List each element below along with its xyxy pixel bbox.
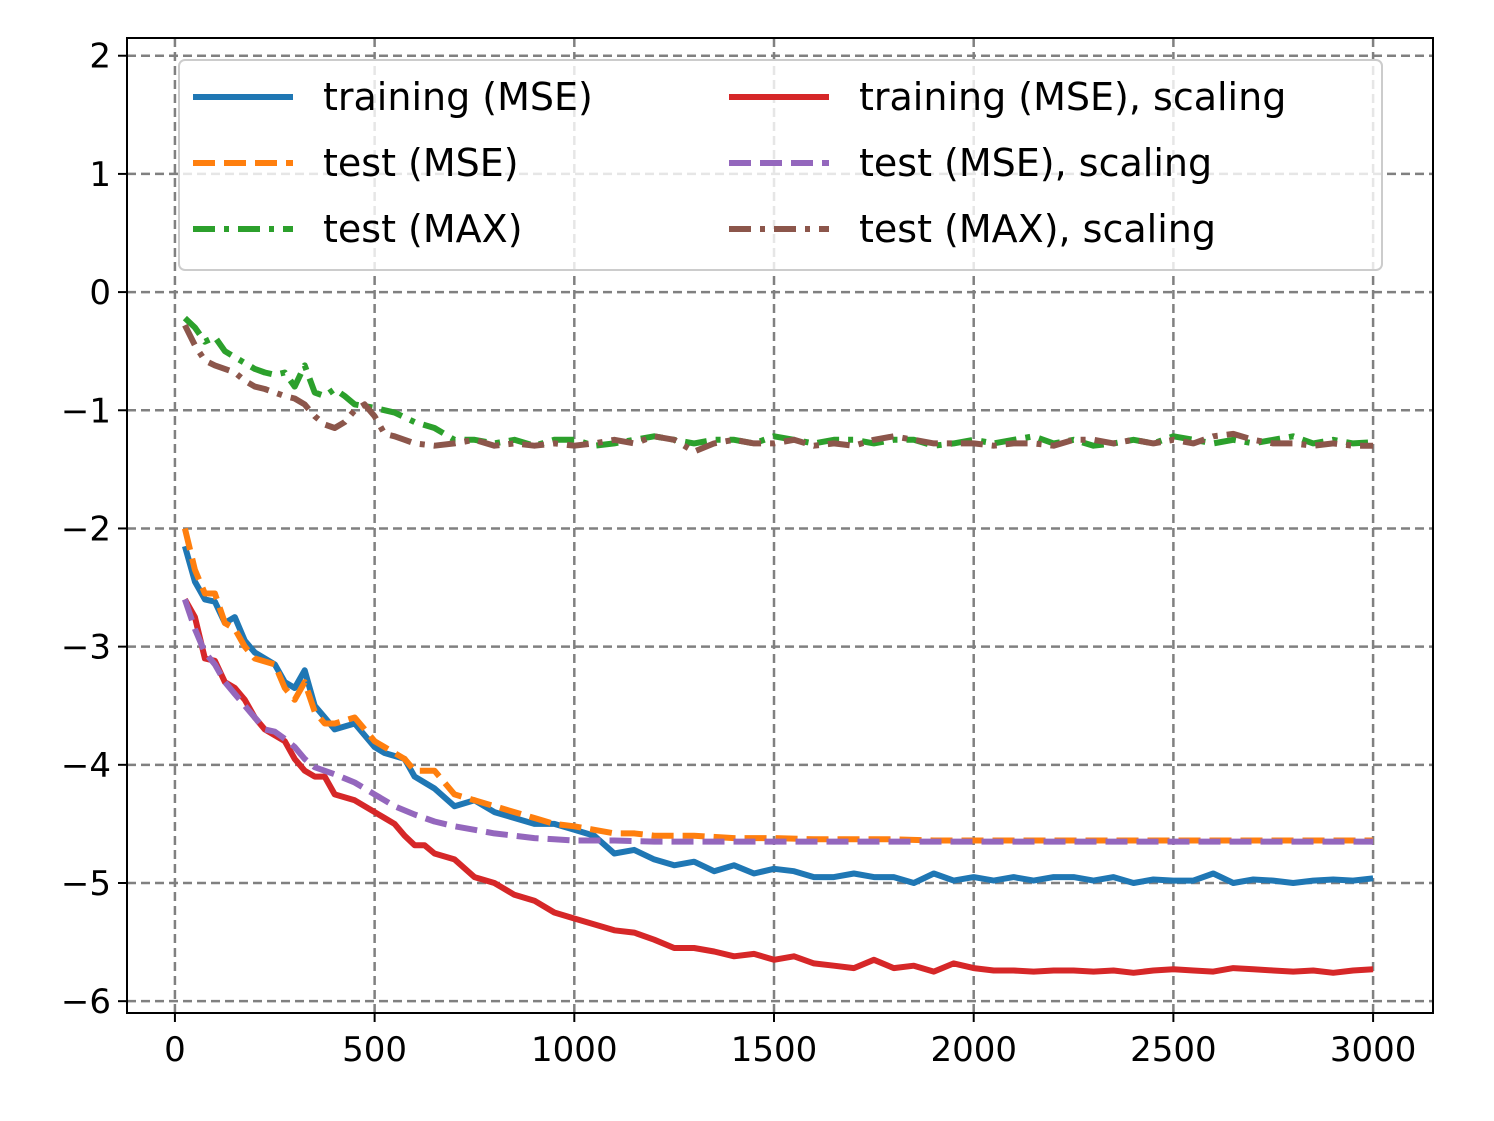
legend: training (MSE) test (MSE) test (MAX) traini… (178, 59, 1383, 271)
legend-label-6: test (MAX), scaling (859, 207, 1216, 251)
y-tick-label: −3 (61, 628, 111, 668)
series-line-1 (182, 545, 1374, 886)
series-lines (181, 315, 1374, 976)
y-tick-label: −6 (61, 982, 111, 1022)
plot-frame (126, 37, 1434, 1014)
y-tick-label: 2 (89, 37, 111, 77)
series-line-3 (182, 315, 1374, 449)
series-line-4 (182, 597, 1374, 976)
y-tick-label: 0 (89, 273, 111, 313)
x-tick-label: 0 (164, 1030, 186, 1070)
x-tick-label: 1500 (731, 1030, 818, 1070)
x-tick-label: 3000 (1330, 1030, 1417, 1070)
legend-label-5: test (MSE), scaling (859, 141, 1212, 185)
x-tick-label: 2000 (930, 1030, 1017, 1070)
y-tick-label: 1 (89, 155, 111, 195)
x-tick-label: 2500 (1130, 1030, 1217, 1070)
y-tick-label: −1 (61, 391, 111, 431)
x-tick-label: 1000 (531, 1030, 618, 1070)
y-tick-label: −2 (61, 509, 111, 549)
y-tick-label: −4 (61, 746, 111, 786)
series-line-2 (181, 527, 1374, 844)
legend-label-2: test (MSE) (323, 141, 519, 185)
y-tick-label: −5 (61, 864, 111, 904)
axis-ticks: 0 500 1000 1500 2000 2500 3000 2 1 0 −1 −2 −3 −4 −5 −6 (61, 37, 1416, 1070)
legend-label-1: training (MSE) (323, 75, 593, 119)
legend-label-4: training (MSE), scaling (859, 75, 1286, 119)
legend-label-3: test (MAX) (323, 207, 523, 251)
series-line-6 (182, 323, 1374, 455)
x-tick-label: 500 (342, 1030, 407, 1070)
